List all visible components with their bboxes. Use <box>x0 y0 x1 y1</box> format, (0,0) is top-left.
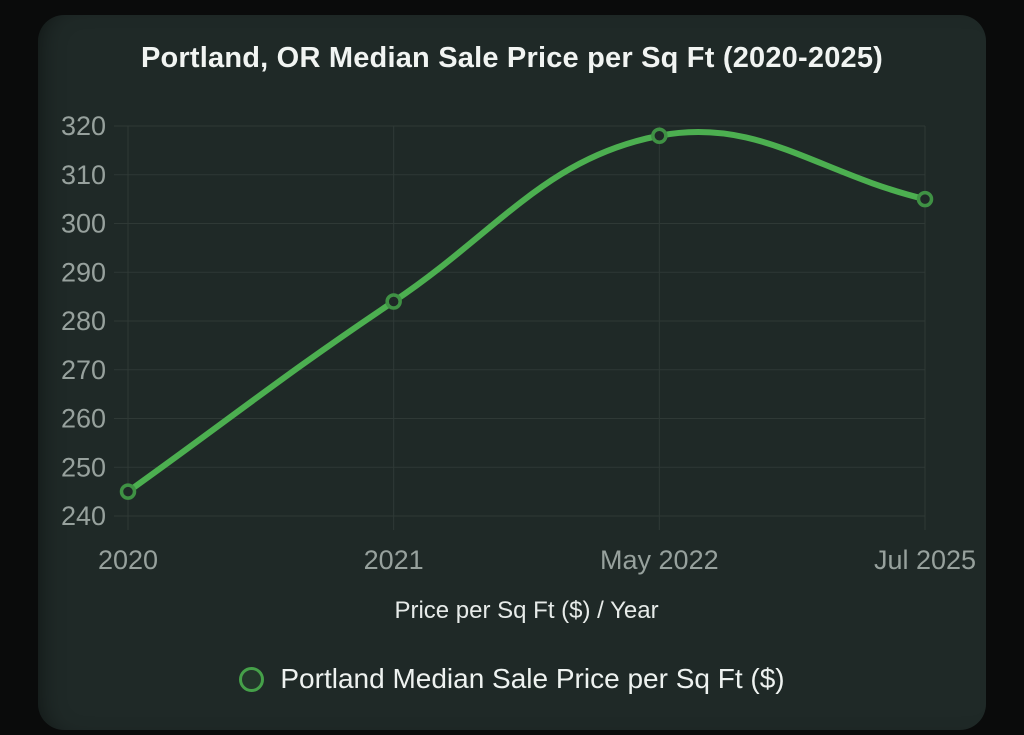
gridlines <box>114 125 926 530</box>
svg-text:240: 240 <box>61 501 106 531</box>
legend-point-icon <box>239 666 265 692</box>
svg-text:270: 270 <box>61 355 106 385</box>
svg-text:300: 300 <box>61 209 106 239</box>
legend-label: Portland Median Sale Price per Sq Ft ($) <box>280 663 785 694</box>
svg-text:310: 310 <box>61 160 106 190</box>
svg-text:2020: 2020 <box>98 545 158 575</box>
series-line <box>125 129 928 495</box>
svg-text:290: 290 <box>61 257 106 287</box>
svg-text:320: 320 <box>61 111 106 141</box>
data-points[interactable] <box>119 127 934 500</box>
svg-text:Jul 2025: Jul 2025 <box>874 545 976 575</box>
y-axis-tick-labels: 240 250 260 270 280 290 300 310 320 <box>61 111 106 531</box>
data-point[interactable] <box>119 483 137 500</box>
data-point[interactable] <box>651 127 668 144</box>
svg-text:250: 250 <box>61 452 106 482</box>
data-point[interactable] <box>385 293 402 310</box>
data-point[interactable] <box>916 190 934 208</box>
price-trend-line-chart[interactable]: 240 250 260 270 280 290 300 310 320 2020 2021 May 2… <box>38 15 986 730</box>
legend-item[interactable]: Portland Median Sale Price per Sq Ft ($) <box>38 663 986 695</box>
svg-text:May 2022: May 2022 <box>600 545 719 575</box>
x-axis-tick-labels: 2020 2021 May 2022 Jul 2025 <box>98 545 976 575</box>
svg-text:2021: 2021 <box>364 545 424 575</box>
svg-text:260: 260 <box>61 404 106 434</box>
x-axis-title: Price per Sq Ft ($) / Year <box>394 597 659 624</box>
svg-text:280: 280 <box>61 306 106 336</box>
chart-card: 240 250 260 270 280 290 300 310 320 2020 2021 May 2… <box>38 15 986 730</box>
chart-title: Portland, OR Median Sale Price per Sq Ft… <box>140 42 884 74</box>
